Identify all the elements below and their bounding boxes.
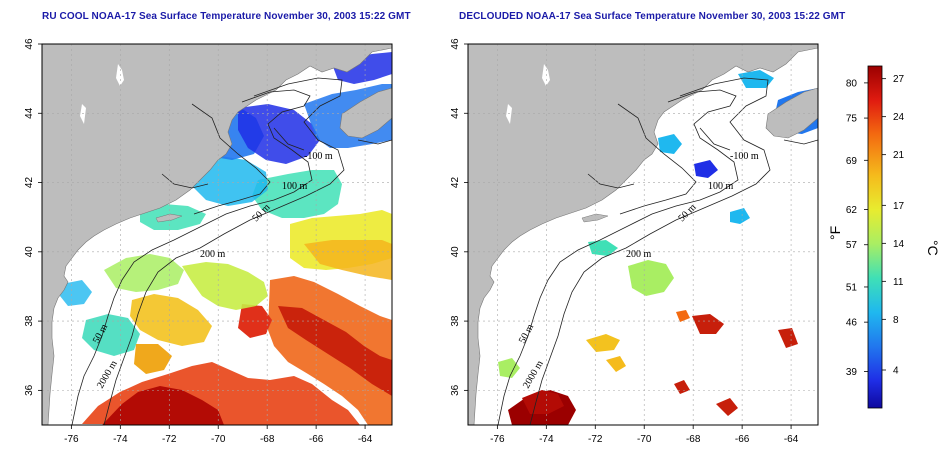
- map-right-frame: [467, 43, 819, 426]
- axis-ticks-left: -76 -74 -72 -70 -68 -66 -64 46 44 42 40 38 36: [24, 38, 373, 445]
- colorbar-ramp: [867, 65, 883, 409]
- map-left-frame: [41, 43, 393, 426]
- x-tick-label: -68: [686, 434, 701, 445]
- x-tick-label: -66: [309, 434, 324, 445]
- map-left-area: -100 m 100 m 50 m 200 m 50 m 2000 m: [42, 44, 392, 425]
- contour-label: 200 m: [200, 249, 226, 260]
- panel-right-map: -100 m 100 m 50 m 200 m 50 m 2000 m -76-…: [450, 38, 819, 445]
- x-tick-label: -74: [539, 434, 554, 445]
- x-tick-label: -64: [784, 434, 799, 445]
- x-tick-label: -64: [358, 434, 373, 445]
- colorbar-c-unit: °C: [925, 240, 941, 256]
- colorbar-c-label: 4: [893, 366, 899, 377]
- colorbar-c-label: 11: [893, 277, 904, 288]
- y-tick-label: 42: [450, 177, 461, 189]
- y-tick-label: 40: [24, 246, 35, 258]
- colorbar-ticks: 80 75 69 62 57 51 46 39 27 24 21 17 14 11 8 4: [846, 74, 905, 378]
- contour-label: -100 m: [304, 151, 333, 162]
- grid-left: [42, 44, 392, 425]
- x-tick-label: -70: [211, 434, 226, 445]
- colorbar-f-unit: °F: [827, 226, 843, 240]
- colorbar-f-label: 62: [846, 205, 858, 216]
- x-tick-label: -76: [64, 434, 79, 445]
- y-tick-label: 46: [450, 38, 461, 50]
- y-tick-label: 44: [450, 107, 461, 119]
- axis-ticks-right: -76 -74 -72 -70 -68 -66 -64 46 44 42 40 38 36: [450, 38, 799, 445]
- x-tick-label: -76: [490, 434, 505, 445]
- grid-right: [468, 44, 818, 425]
- map-right-area: -100 m 100 m 50 m 200 m 50 m 2000 m: [468, 44, 818, 425]
- colorbar-c-label: 21: [893, 150, 905, 161]
- colorbar-f-label: 51: [846, 282, 858, 293]
- contour-label: 200 m: [626, 249, 652, 260]
- contour-label: 100 m: [282, 181, 308, 192]
- colorbar-c-label: 14: [893, 239, 905, 250]
- x-tick-label: -70: [637, 434, 652, 445]
- panel-left-map: -100 m 100 m 50 m 200 m 50 m 2000 m -76-…: [24, 38, 393, 445]
- x-tick-label: -66: [735, 434, 750, 445]
- colorbar-c-label: 17: [893, 201, 905, 212]
- y-tick-label: 38: [450, 315, 461, 327]
- colorbar-c-label: 24: [893, 112, 905, 123]
- x-tick-label: -74: [113, 434, 128, 445]
- x-tick-label: -68: [260, 434, 275, 445]
- colorbar: 80 75 69 62 57 51 46 39 27 24 21 17 14 11 8 4 °F °C: [827, 65, 941, 409]
- colorbar-c-label: 8: [893, 315, 899, 326]
- colorbar-c-label: 27: [893, 74, 905, 85]
- y-tick-label: 42: [24, 177, 35, 189]
- x-tick-label: -72: [588, 434, 603, 445]
- colorbar-f-label: 80: [846, 78, 858, 89]
- panel-left-title: RU COOL NOAA-17 Sea Surface Temperature …: [42, 11, 411, 22]
- colorbar-f-label: 39: [846, 367, 858, 378]
- y-tick-label: 44: [24, 107, 35, 119]
- y-tick-label: 36: [450, 384, 461, 396]
- y-tick-label: 36: [24, 384, 35, 396]
- y-tick-label: 38: [24, 315, 35, 327]
- x-tick-label: -72: [162, 434, 177, 445]
- colorbar-f-label: 69: [846, 156, 858, 167]
- colorbar-f-label: 57: [846, 240, 858, 251]
- y-tick-label: 46: [24, 38, 35, 50]
- contour-label: -100 m: [730, 151, 759, 162]
- panel-right-title: DECLOUDED NOAA-17 Sea Surface Temperatur…: [459, 11, 846, 22]
- colorbar-f-label: 46: [846, 318, 858, 329]
- y-tick-label: 40: [450, 246, 461, 258]
- colorbar-f-label: 75: [846, 114, 858, 125]
- contour-label: 100 m: [708, 181, 734, 192]
